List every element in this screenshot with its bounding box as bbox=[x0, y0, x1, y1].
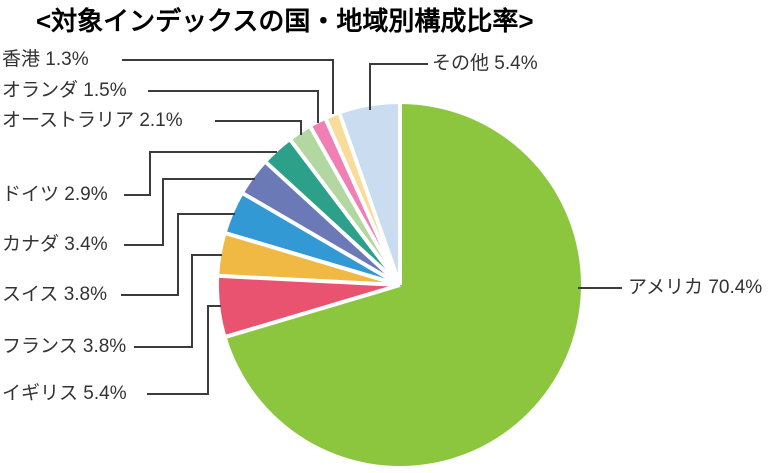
slice-separator bbox=[309, 126, 402, 286]
slice-separator bbox=[225, 231, 401, 287]
slice-separator bbox=[225, 283, 401, 339]
label-usa: アメリカ 70.4% bbox=[628, 277, 763, 298]
leader-line-hongkong bbox=[122, 59, 334, 114]
label-netherlands: オランダ 1.5% bbox=[2, 80, 127, 101]
leader-line-netherlands bbox=[148, 90, 319, 123]
pie-slice-switzerland bbox=[226, 193, 400, 285]
leader-line-uk bbox=[147, 305, 221, 395]
slice-separator bbox=[337, 113, 402, 286]
leader-line-france bbox=[134, 254, 222, 348]
label-france: フランス 3.8% bbox=[2, 336, 127, 357]
leader-line-germany bbox=[124, 151, 277, 196]
label-australia: オーストラリア 2.1% bbox=[2, 110, 183, 131]
label-others: その他 5.4% bbox=[432, 53, 538, 74]
label-uk: イギリス 5.4% bbox=[2, 383, 127, 404]
leader-line-switzerland bbox=[121, 213, 235, 296]
slice-separator bbox=[265, 161, 402, 287]
pie-slice-usa bbox=[226, 104, 581, 466]
slice-separator bbox=[242, 192, 402, 287]
label-canada: カナダ 3.4% bbox=[2, 234, 108, 255]
pie-slice-canada bbox=[243, 162, 400, 285]
pie-slice-uk bbox=[218, 275, 400, 337]
pie-slice-germany bbox=[266, 140, 400, 285]
slice-separator bbox=[219, 273, 401, 287]
label-hongkong: 香港 1.3% bbox=[2, 49, 89, 70]
slice-separator bbox=[324, 118, 402, 286]
leader-line-others bbox=[369, 63, 428, 110]
leader-line-canada bbox=[124, 178, 255, 246]
slice-separator bbox=[289, 139, 402, 287]
leader-line-australia bbox=[215, 120, 302, 135]
label-germany: ドイツ 2.9% bbox=[2, 184, 108, 205]
chart-title: <対象インデックスの国・地域別構成比率> bbox=[36, 6, 534, 36]
label-switzerland: スイス 3.8% bbox=[2, 284, 108, 305]
